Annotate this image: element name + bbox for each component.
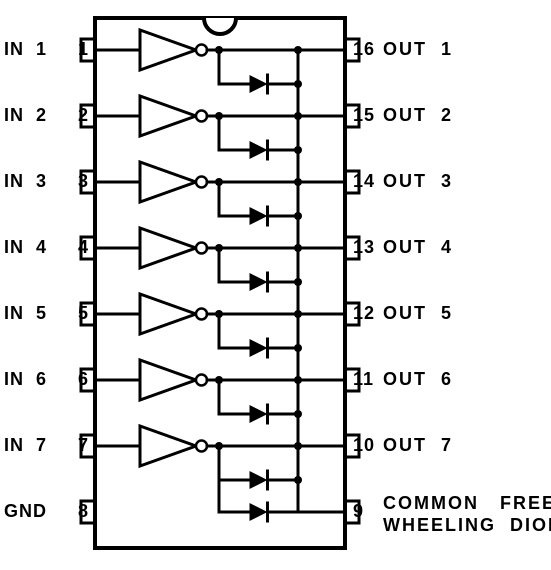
pin-right-5: 12	[353, 303, 375, 324]
pin-right-3: 14	[353, 171, 375, 192]
label-out-1: OUT 1	[383, 39, 453, 60]
pin-right-4: 13	[353, 237, 375, 258]
pin-right-2: 15	[353, 105, 375, 126]
pin-right-8: 9	[353, 501, 364, 522]
pin-left-4: 4	[78, 237, 89, 258]
label-out-6: OUT 6	[383, 369, 453, 390]
pin-left-6: 6	[78, 369, 89, 390]
pin-left-3: 3	[78, 171, 89, 192]
label-in-3: IN 3	[4, 171, 47, 192]
label-common-2: WHEELING DIODES	[383, 515, 551, 536]
label-in-4: IN 4	[4, 237, 47, 258]
pin-right-6: 11	[353, 369, 374, 390]
pin-left-7: 7	[78, 435, 89, 456]
pin-right-7: 10	[353, 435, 375, 456]
label-in-2: IN 2	[4, 105, 47, 126]
label-in-6: IN 6	[4, 369, 47, 390]
label-in-5: IN 5	[4, 303, 47, 324]
pin-left-1: 1	[78, 39, 89, 60]
label-in-1: IN 1	[4, 39, 47, 60]
label-out-7: OUT 7	[383, 435, 453, 456]
pin-left-8: 8	[78, 501, 89, 522]
pin-left-5: 5	[78, 303, 89, 324]
pin-left-2: 2	[78, 105, 89, 126]
pin-right-1: 16	[353, 39, 375, 60]
label-common-1: COMMON FREE	[383, 493, 551, 514]
label-out-3: OUT 3	[383, 171, 453, 192]
label-in-8: GND	[4, 501, 47, 522]
label-out-5: OUT 5	[383, 303, 453, 324]
label-in-7: IN 7	[4, 435, 47, 456]
label-out-4: OUT 4	[383, 237, 453, 258]
label-out-2: OUT 2	[383, 105, 453, 126]
